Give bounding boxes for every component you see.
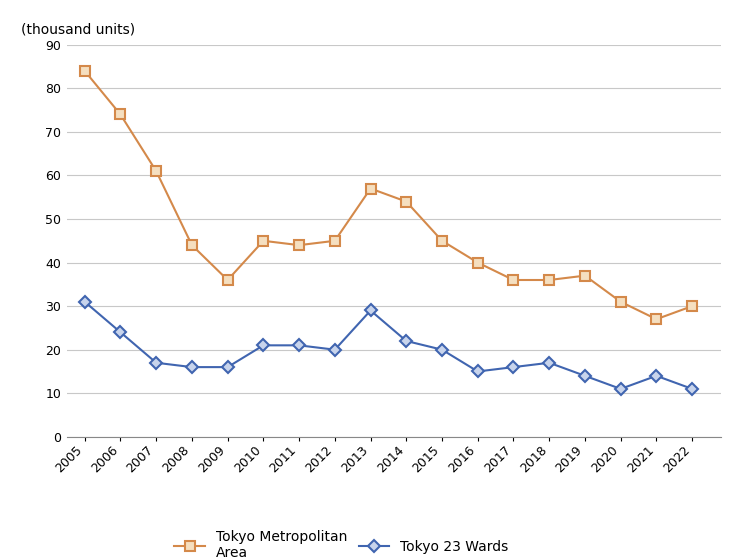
Tokyo 23 Wards xyxy=(473,368,482,375)
Tokyo Metropolitan
Area xyxy=(223,277,232,283)
Tokyo Metropolitan
Area xyxy=(652,316,661,323)
Legend: Tokyo Metropolitan
Area, Tokyo 23 Wards: Tokyo Metropolitan Area, Tokyo 23 Wards xyxy=(175,530,508,560)
Tokyo 23 Wards xyxy=(331,346,340,353)
Tokyo Metropolitan
Area xyxy=(295,242,304,249)
Tokyo 23 Wards xyxy=(187,364,196,371)
Tokyo Metropolitan
Area xyxy=(688,303,697,310)
Tokyo Metropolitan
Area xyxy=(259,237,267,244)
Tokyo 23 Wards xyxy=(259,342,267,349)
Tokyo Metropolitan
Area xyxy=(116,111,125,118)
Tokyo 23 Wards xyxy=(366,307,375,314)
Tokyo 23 Wards xyxy=(223,364,232,371)
Tokyo Metropolitan
Area xyxy=(366,185,375,192)
Tokyo Metropolitan
Area xyxy=(509,277,518,283)
Tokyo Metropolitan
Area xyxy=(402,198,411,205)
Tokyo Metropolitan
Area xyxy=(473,259,482,266)
Tokyo Metropolitan
Area xyxy=(545,277,554,283)
Tokyo Metropolitan
Area xyxy=(580,272,589,279)
Tokyo Metropolitan
Area xyxy=(80,68,89,74)
Tokyo 23 Wards xyxy=(616,385,625,392)
Tokyo Metropolitan
Area xyxy=(616,298,625,305)
Tokyo Metropolitan
Area xyxy=(187,242,196,249)
Tokyo 23 Wards xyxy=(545,360,554,366)
Tokyo 23 Wards xyxy=(438,346,447,353)
Text: (thousand units): (thousand units) xyxy=(21,23,135,37)
Tokyo 23 Wards xyxy=(688,385,697,392)
Tokyo Metropolitan
Area xyxy=(438,237,447,244)
Line: Tokyo 23 Wards: Tokyo 23 Wards xyxy=(80,297,696,393)
Tokyo Metropolitan
Area xyxy=(331,237,340,244)
Tokyo 23 Wards xyxy=(509,364,518,371)
Tokyo Metropolitan
Area xyxy=(152,168,160,175)
Tokyo 23 Wards xyxy=(152,360,160,366)
Tokyo 23 Wards xyxy=(295,342,304,349)
Tokyo 23 Wards xyxy=(652,372,661,379)
Tokyo 23 Wards xyxy=(116,329,125,335)
Tokyo 23 Wards xyxy=(402,338,411,344)
Tokyo 23 Wards xyxy=(580,372,589,379)
Line: Tokyo Metropolitan
Area: Tokyo Metropolitan Area xyxy=(80,66,697,324)
Tokyo 23 Wards xyxy=(80,298,89,305)
